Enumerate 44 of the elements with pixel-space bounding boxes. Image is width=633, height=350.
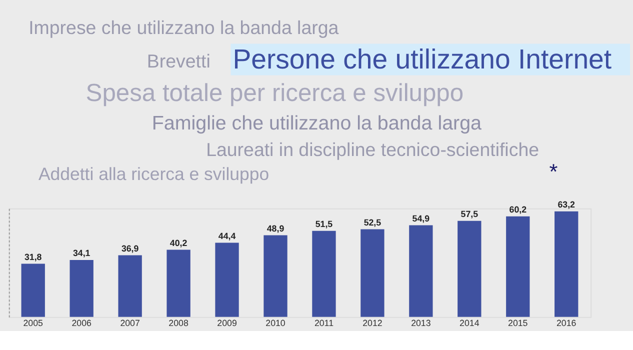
bar bbox=[554, 211, 578, 317]
data-label: 34,1 bbox=[72, 248, 90, 258]
bar bbox=[264, 235, 288, 317]
data-label: 48,9 bbox=[266, 223, 284, 234]
x-tick-label: 2013 bbox=[411, 318, 431, 328]
data-label: 51,5 bbox=[315, 218, 333, 229]
bar bbox=[458, 220, 482, 317]
x-tick-label: 2005 bbox=[23, 318, 44, 328]
bar bbox=[166, 250, 190, 317]
bar bbox=[312, 230, 336, 317]
text: Imprese che utilizzano la banda larga bbox=[28, 16, 340, 38]
x-tick-label: 2009 bbox=[217, 318, 237, 328]
x-tick-label: 2012 bbox=[362, 318, 382, 328]
data-label: 60,2 bbox=[509, 204, 527, 214]
bar bbox=[506, 216, 530, 317]
x-tick-label: 2016 bbox=[556, 318, 576, 328]
x-tick-label: 2015 bbox=[508, 318, 528, 328]
data-label: 63,2 bbox=[558, 199, 576, 210]
data-label: 54,9 bbox=[412, 213, 430, 224]
text: * bbox=[549, 158, 558, 184]
text: Spesa totale per ricerca e sviluppo bbox=[86, 80, 464, 107]
text: Famiglie che utilizzano la banda larga bbox=[152, 112, 482, 135]
bar bbox=[70, 260, 94, 317]
text: Brevetti bbox=[146, 50, 210, 72]
bar bbox=[360, 229, 384, 317]
bar bbox=[118, 255, 142, 317]
data-label: 36,9 bbox=[121, 243, 139, 254]
x-tick-label: 2008 bbox=[168, 318, 188, 328]
x-tick-label: 2006 bbox=[72, 318, 92, 328]
data-label: 52,5 bbox=[364, 217, 382, 228]
bar bbox=[409, 225, 433, 317]
data-label: 44,4 bbox=[218, 230, 236, 241]
text: Laureati in discipline tecnico-scientifiche bbox=[206, 139, 540, 160]
data-label: 31,8 bbox=[24, 252, 42, 262]
bar bbox=[215, 242, 239, 317]
text: Addetti alla ricerca e sviluppo bbox=[38, 164, 270, 184]
data-label: 40,2 bbox=[170, 238, 188, 248]
bar bbox=[21, 264, 45, 317]
x-tick-label: 2011 bbox=[314, 318, 334, 328]
x-tick-label: 2007 bbox=[120, 318, 140, 328]
chart-title: Persone che utilizzano Internet bbox=[232, 43, 612, 74]
data-label: 57,5 bbox=[460, 208, 478, 219]
x-tick-label: 2014 bbox=[460, 318, 480, 328]
x-tick-label: 2010 bbox=[266, 318, 286, 328]
